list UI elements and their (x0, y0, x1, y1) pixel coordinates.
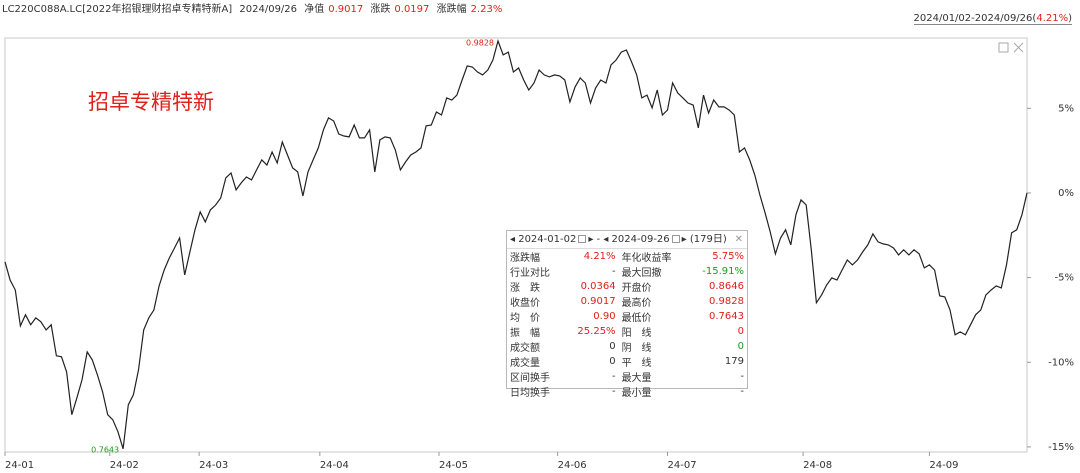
y-tick-label: -15% (1048, 442, 1074, 453)
stat-label: 收盘价 (510, 298, 540, 309)
range-text: 2024/01/02-2024/09/26( (913, 13, 1037, 24)
stat-value: 0 (609, 341, 616, 352)
stat-value: 5.75% (712, 251, 744, 262)
stat-label: 成交额 (510, 343, 540, 354)
stat-label: 行业对比 (510, 268, 550, 279)
change-label: 涨跌 (370, 4, 391, 15)
x-tick-label: 24-04 (320, 460, 349, 471)
stats-row: 成交量 0 平 线 179 (507, 354, 747, 369)
stat-label: 均 价 (510, 313, 540, 324)
stat-value: - (611, 386, 616, 397)
price-line (4, 39, 1028, 449)
stat-value: 179 (724, 356, 744, 367)
stat-label: 涨跌幅 (510, 253, 540, 264)
x-tick-label: 24-01 (5, 460, 34, 471)
stats-row: 振 幅 25.25% 阳 线 0 (507, 324, 747, 339)
max-label: 0.9828 (466, 39, 494, 48)
stats-row: 均 价 0.90 最低价 0.7643 (507, 309, 747, 324)
stats-row: 日均换手 - 最小量 - (507, 384, 747, 399)
stat-value: - (611, 266, 616, 277)
stat-label: 年化收益率 (621, 253, 672, 264)
range[interactable]: 2024/01/02-2024/09/26(4.21%) (913, 13, 1072, 25)
y-tick-label: 5% (1058, 103, 1074, 114)
stat-value: 0 (609, 356, 616, 367)
x-tick-label: 24-08 (803, 460, 832, 471)
stat-label: 最小量 (621, 388, 652, 399)
nav-label: 净值 (304, 4, 325, 15)
annotation: 招卓专精特新 (88, 90, 214, 114)
separator: - (596, 234, 601, 245)
stat-value: 0.9828 (709, 296, 744, 307)
stat-value: 0.7643 (709, 311, 744, 322)
x-tick-label: 24-09 (929, 460, 958, 471)
stat-label: 成交量 (510, 358, 540, 369)
stat-label: 阳 线 (621, 328, 652, 339)
stat-label: 最低价 (621, 313, 652, 324)
stats-row: 收盘价 0.9017 最高价 0.9828 (507, 294, 747, 309)
pct: 2.23% (470, 4, 503, 15)
header: LC220C088A.LC[2022年招银理财招卓专精特新A] 2024/09/… (2, 0, 506, 15)
pct-label: 涨跌幅 (436, 4, 467, 15)
stats-row: 行业对比 - 最大回撤 -15.91% (507, 264, 747, 279)
stat-value: 0.8646 (709, 281, 744, 292)
stat-label: 区间换手 (510, 373, 550, 384)
stats-table: 涨跌幅 4.21% 年化收益率 5.75% 行业对比 - 最大回撤 -15.91% 涨 跌 0.0… (507, 249, 747, 399)
stat-value: 0 (737, 341, 744, 352)
range-text: ) (1068, 13, 1072, 24)
stat-label: 涨 跌 (510, 283, 540, 294)
stat-value: 0 (737, 326, 744, 337)
days: (179日) (689, 234, 727, 245)
stat-value: - (611, 371, 616, 382)
stat-label: 阴 线 (621, 343, 652, 354)
change: 0.0197 (394, 4, 430, 15)
y-tick-label: 0% (1058, 188, 1074, 199)
end-date[interactable]: 2024-09-26 (611, 234, 670, 245)
close-icon[interactable] (1013, 42, 1024, 53)
stat-value: 4.21% (583, 251, 616, 262)
range-change: 4.21% (1036, 13, 1069, 24)
stats-row: 涨 跌 0.0364 开盘价 0.8646 (507, 279, 747, 294)
stat-value: 0.90 (593, 311, 616, 322)
stat-label: 平 线 (621, 358, 652, 369)
y-tick-label: -5% (1055, 273, 1074, 284)
x-tick-label: 24-07 (668, 460, 697, 471)
stat-value: -15.91% (702, 266, 744, 277)
x-tick-label: 24-05 (439, 460, 468, 471)
stats-panel: ◂ 2024-01-02 ▸ - ◂ 2024-09-26 ▸ (179日) ✕ 涨跌… (506, 230, 748, 399)
x-tick-label: 24-03 (199, 460, 228, 471)
x-tick-label: 24-02 (110, 460, 139, 471)
panel-header: ◂ 2024-01-02 ▸ - ◂ 2024-09-26 ▸ (179日) ✕ (507, 231, 747, 249)
stats-row: 涨跌幅 4.21% 年化收益率 5.75% (507, 249, 747, 264)
min-label: 0.7643 (91, 445, 119, 454)
x-tick-label: 24-06 (558, 460, 587, 471)
stat-label: 最高价 (621, 298, 652, 309)
code: LC220C088A.LC[2022年招银理财招卓专精特新A] (2, 4, 233, 15)
stat-label: 振 幅 (510, 328, 540, 339)
start-date[interactable]: 2024-01-02 (518, 234, 577, 245)
stat-value: - (740, 371, 744, 382)
stat-label: 日均换手 (510, 388, 550, 399)
maximize-icon[interactable] (998, 42, 1009, 53)
stat-value: 25.25% (577, 326, 616, 337)
stat-label: 最大回撤 (621, 268, 662, 279)
date: 2024/09/26 (239, 4, 298, 15)
stat-label: 最大量 (621, 373, 652, 384)
nav: 0.9017 (328, 4, 364, 15)
stats-row: 区间换手 - 最大量 - (507, 369, 747, 384)
stats-row: 成交额 0 阴 线 0 (507, 339, 747, 354)
stat-value: 0.9017 (580, 296, 616, 307)
close-icon[interactable]: ✕ (734, 234, 743, 245)
stat-label: 开盘价 (621, 283, 652, 294)
stat-value: - (740, 386, 744, 397)
stat-value: 0.0364 (580, 281, 616, 292)
y-tick-label: -10% (1048, 357, 1074, 368)
